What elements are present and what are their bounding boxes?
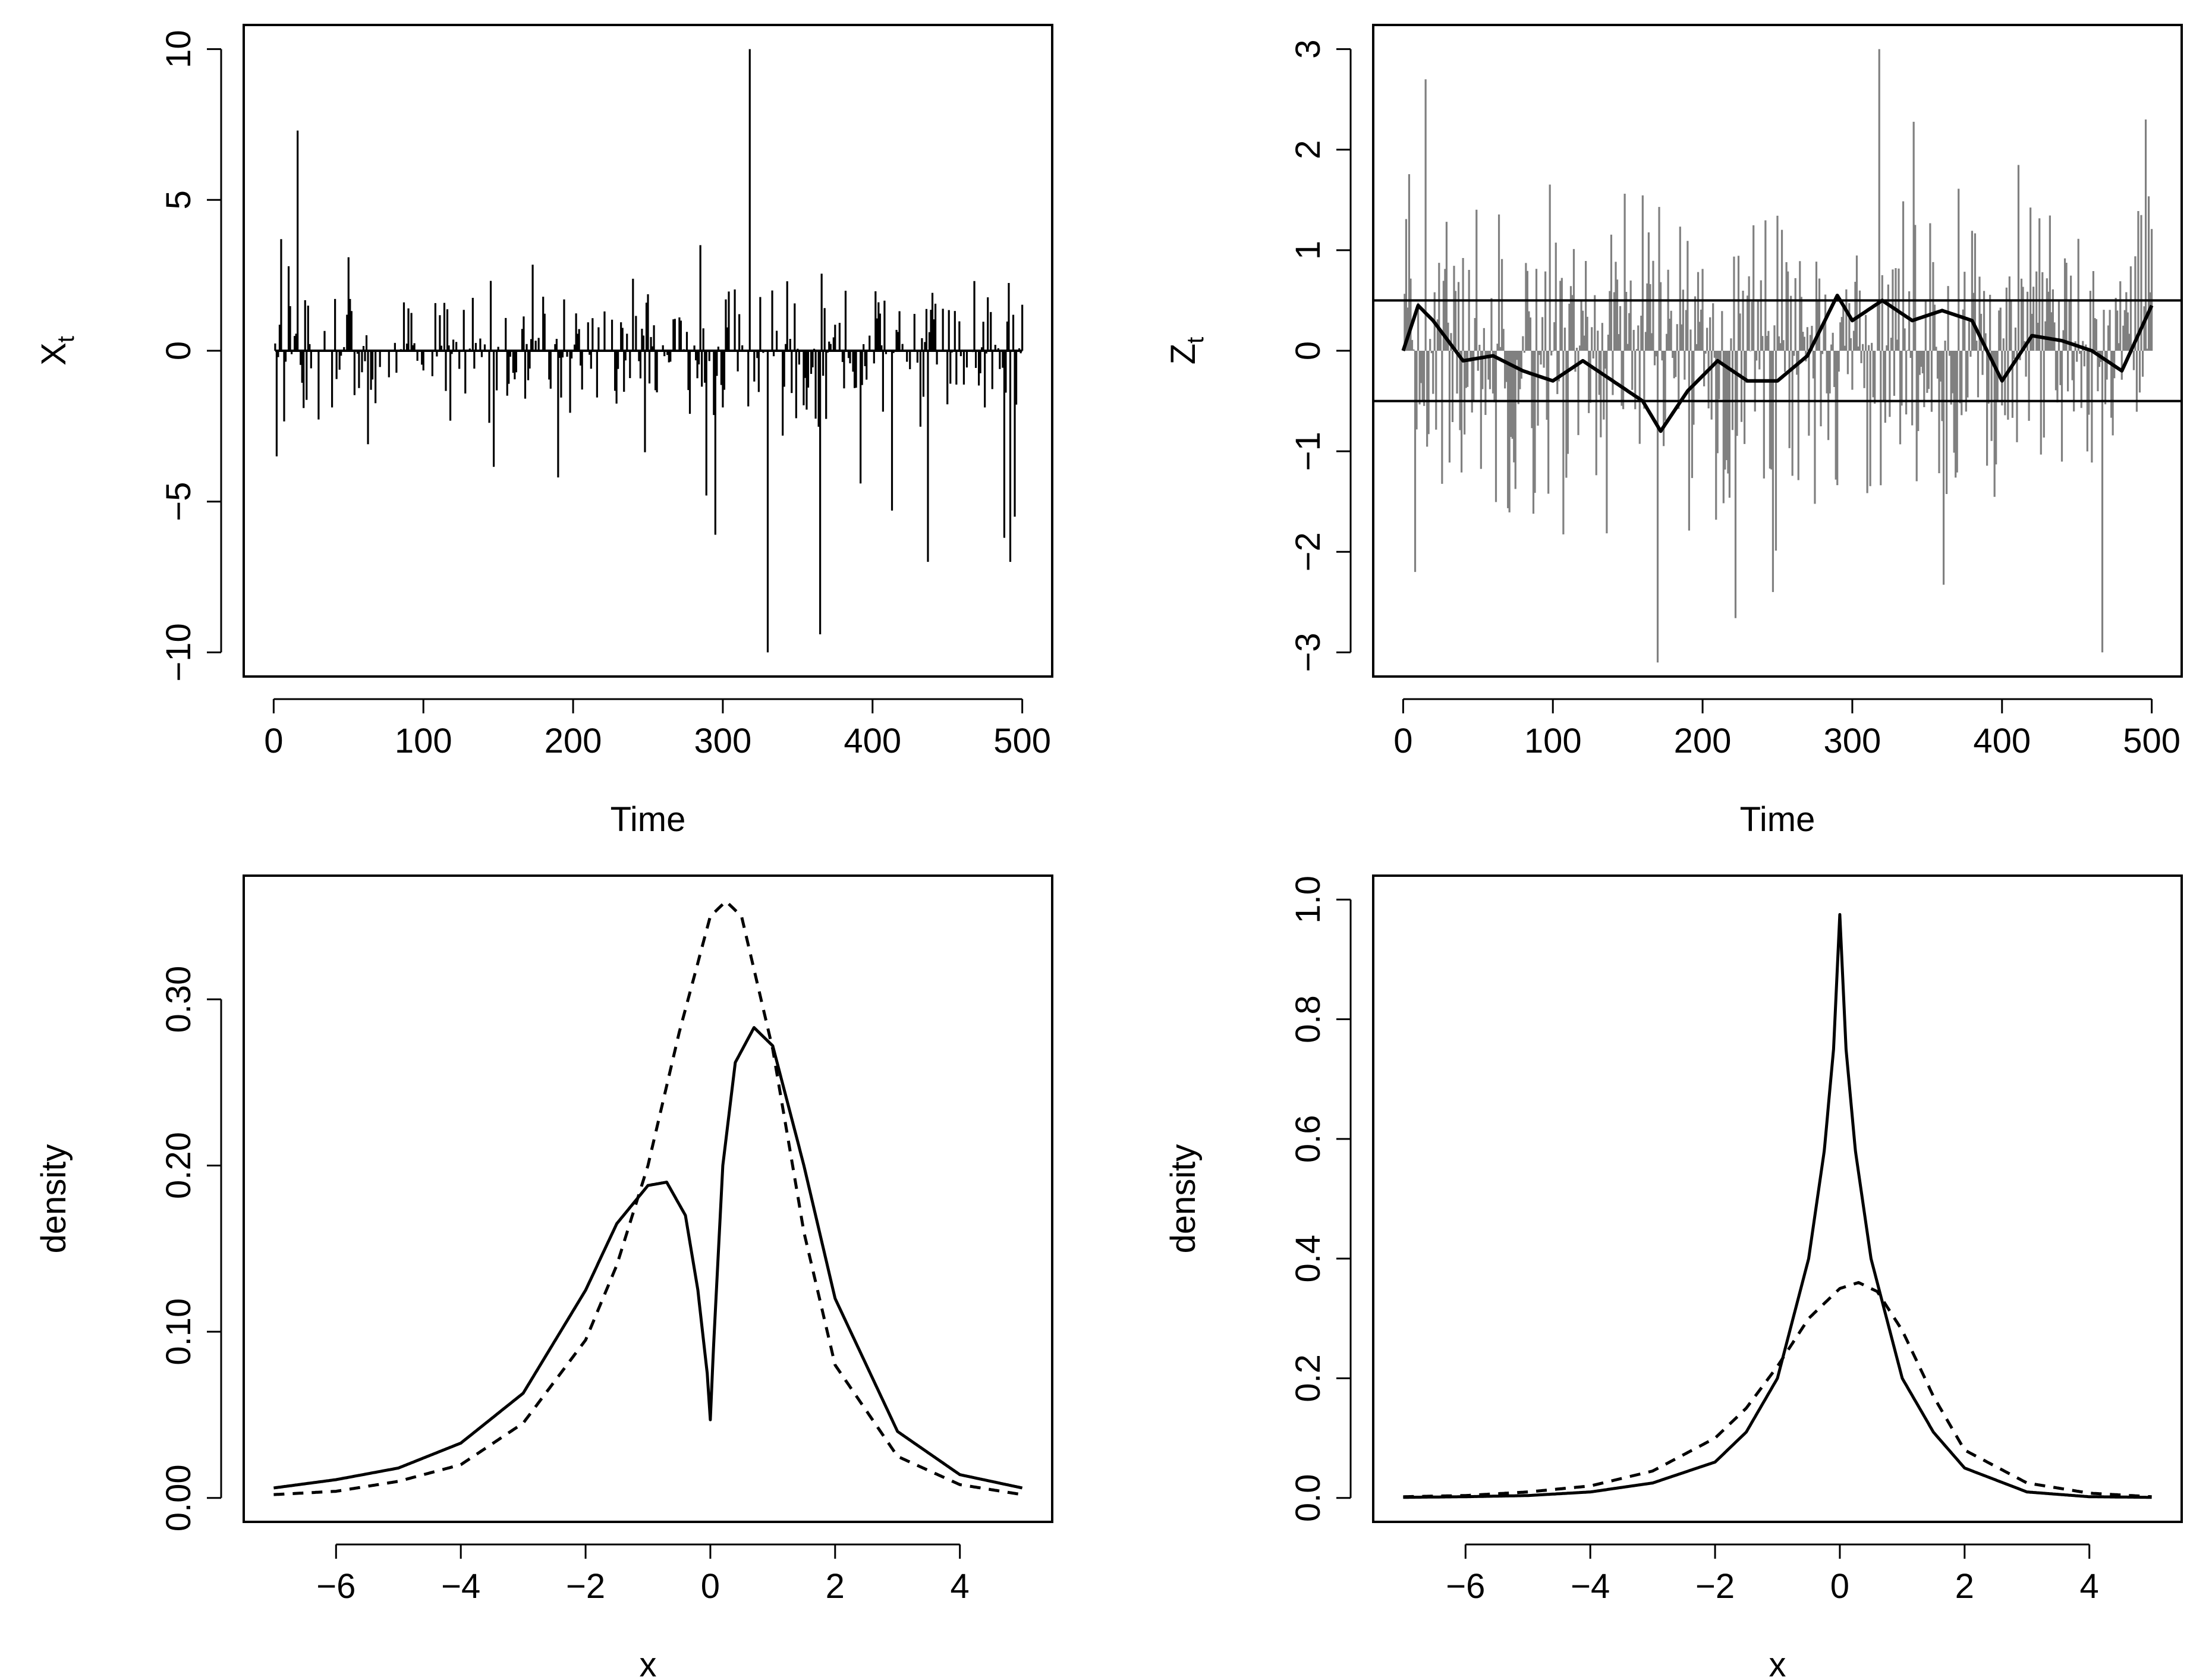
panel-top-left: 0 100 200 300 400 500 Time −10 −5 0 5 10 Xt [34,24,1053,839]
y-tick-label: 0.20 [159,1132,198,1199]
x-axis: 0 100 200 300 400 500 [264,698,1051,760]
x-tick-label: 2 [826,1567,845,1606]
y-axis: 0.0 0.2 0.4 0.6 0.8 1.0 [1289,876,1352,1522]
x-axis-title: Time [1740,800,1815,839]
y-axis-title: density [1164,1144,1203,1254]
plot-area [274,49,1024,653]
x-tick-label: 4 [951,1567,970,1606]
x-tick-label: 2 [1955,1567,1974,1606]
plot-area [1403,913,2152,1499]
y-axis-title: Xt [34,336,79,366]
x-tick-label: 0 [264,722,283,760]
x-axis-title: Time [611,800,686,839]
y-tick-label: 0.00 [159,1464,198,1531]
x-tick-label: 400 [1973,722,2031,760]
y-axis: −10 −5 0 5 10 [159,30,222,682]
x-tick-label: −4 [441,1567,480,1606]
x-axis-title: x [1769,1646,1786,1680]
x-tick-label: −2 [1695,1567,1735,1606]
series-dashed-line [273,899,1022,1496]
x-tick-label: 200 [545,722,602,760]
x-tick-label: 4 [2080,1567,2099,1606]
y-tick-label: 0 [159,341,198,360]
y-tick-label: 1 [1289,241,1327,260]
x-tick-label: −2 [566,1567,605,1606]
y-tick-label: 0.2 [1289,1354,1327,1402]
x-tick-label: 0 [1830,1567,1849,1606]
plot-frame [1372,874,2183,1523]
x-tick-label: 300 [694,722,752,760]
series-solid-line [273,1026,1023,1490]
y-tick-label: −3 [1289,633,1327,672]
plot-frame [1372,24,2183,678]
y-tick-label: 0.6 [1289,1115,1327,1163]
x-tick-label: −6 [316,1567,355,1606]
series-smoothed-z-t-line [1401,294,2154,433]
x-tick-label: −6 [1446,1567,1485,1606]
x-axis-title: x [640,1646,657,1680]
x-tick-label: 0 [1393,722,1412,760]
x-tick-label: 500 [993,722,1051,760]
x-tick-label: 100 [395,722,452,760]
y-tick-label: 10 [159,30,198,68]
y-tick-label: 0 [1289,341,1327,360]
y-tick-label: 1.0 [1289,876,1327,924]
x-tick-label: 500 [2123,722,2180,760]
y-tick-label: 0.4 [1289,1235,1327,1283]
panel-bottom-left: −6 −4 −2 0 2 4 x 0.00 0.10 0.20 0.30 density [34,874,1053,1680]
series-x-t [274,49,1024,653]
y-tick-label: −1 [1289,432,1327,471]
y-tick-label: −10 [159,623,198,681]
y-axis-title: density [34,1144,73,1254]
plot-frame [243,24,1053,678]
y-tick-label: 5 [159,190,198,209]
x-tick-label: 400 [844,722,901,760]
x-axis: −6 −4 −2 0 2 4 [1446,1543,2099,1606]
x-tick-label: −4 [1571,1567,1610,1606]
y-tick-label: 0.30 [159,966,198,1033]
x-tick-label: 0 [701,1567,720,1606]
y-tick-label: 3 [1289,39,1327,58]
y-tick-label: −5 [159,482,198,521]
y-tick-label: −2 [1289,532,1327,571]
panel-bottom-right: −6 −4 −2 0 2 4 x 0.0 0.2 0.4 0.6 0.8 1.0 density [1164,874,2183,1680]
x-tick-label: 100 [1524,722,1582,760]
x-tick-label: 200 [1674,722,1732,760]
x-axis: −6 −4 −2 0 2 4 [316,1543,970,1606]
y-tick-label: 0.8 [1289,995,1327,1043]
y-tick-label: 0.0 [1289,1474,1327,1522]
series-z-t [1404,49,2153,663]
y-tick-label: 2 [1289,140,1327,159]
plot-frame [243,874,1053,1523]
panel-top-right: 0 100 200 300 400 500 Time −3 −2 −1 0 1 2 3 Zt [1164,24,2183,839]
plot-area [273,899,1023,1496]
y-tick-label: 0.10 [159,1298,198,1366]
series-solid-line [1403,913,2152,1499]
y-axis: −3 −2 −1 0 1 2 3 [1289,39,1352,672]
y-axis: 0.00 0.10 0.20 0.30 [159,966,222,1531]
y-axis-title: Zt [1164,337,1209,365]
plot-area [1401,49,2154,663]
x-tick-label: 300 [1824,722,1881,760]
x-axis: 0 100 200 300 400 500 [1393,698,2180,760]
